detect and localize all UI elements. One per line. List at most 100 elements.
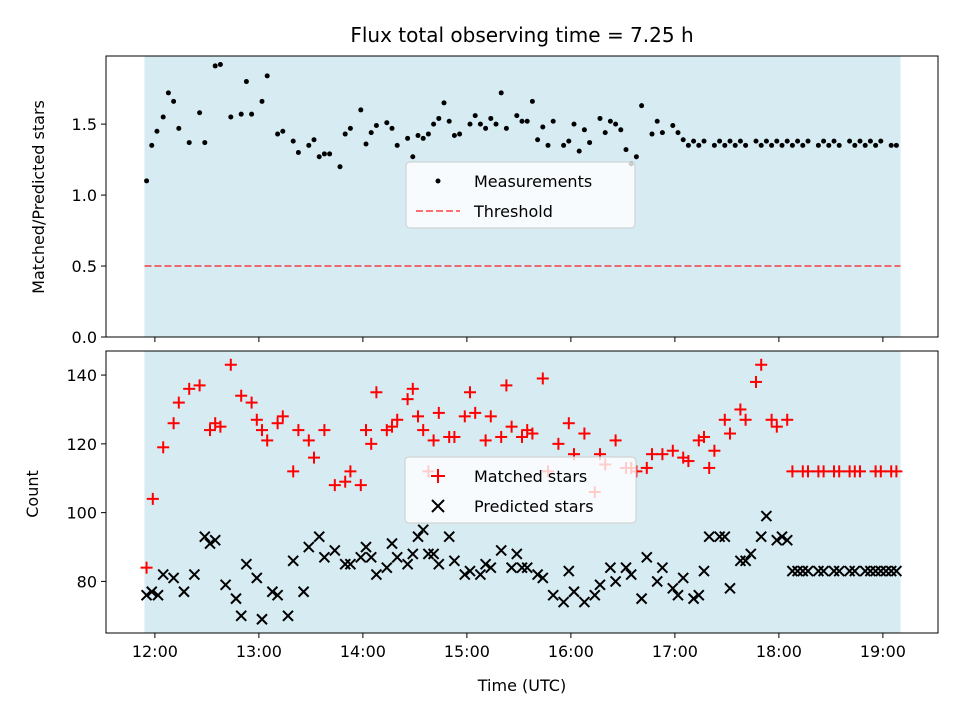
measurement-point [389, 125, 395, 131]
predicted-star-point [365, 551, 377, 564]
subplot-ratio-frame [105, 55, 939, 338]
measurement-point [306, 142, 312, 148]
predicted-star-point [745, 548, 757, 560]
measurement-point [670, 123, 676, 129]
matched-star-point [786, 465, 799, 478]
x-tick-label: 15:00 [444, 642, 490, 661]
measurement-point [753, 138, 759, 144]
predicted-star-point [724, 582, 736, 594]
predicted-star-point [890, 565, 903, 577]
matched-star-point [401, 393, 414, 406]
measurement-point [737, 138, 743, 144]
predicted-star-point [578, 596, 591, 608]
matched-star-point [204, 424, 216, 437]
matched-star-point [328, 479, 341, 492]
matched-star-point [157, 441, 170, 454]
legend-counts-box [404, 456, 637, 524]
measurement-point [717, 138, 723, 144]
predicted-star-point [755, 531, 767, 543]
matched-star-point [193, 379, 206, 392]
y-tick-label: 1.5 [72, 115, 97, 134]
predicted-star-point [864, 565, 877, 577]
matched-star-point [391, 413, 404, 426]
predicted-star-point [485, 561, 497, 574]
matched-star-point [890, 465, 903, 478]
measurement-point [867, 138, 873, 144]
x-tick-label: 17:00 [652, 642, 698, 661]
matched-star-point [412, 410, 424, 423]
measurement-point [217, 62, 223, 68]
predicted-star-point [880, 565, 892, 577]
legend-matched-marker [431, 469, 445, 483]
measurement-point [405, 135, 411, 141]
predicted-star-point [797, 565, 809, 577]
predicted-star-point [713, 531, 726, 543]
predicted-star-point [625, 568, 637, 581]
y-axis-label-counts: Count [23, 470, 42, 518]
predicted-star-point [537, 572, 549, 584]
measurement-point [410, 154, 416, 160]
measurement-point [358, 107, 364, 113]
measurement-point [503, 125, 509, 131]
predicted-star-point [199, 531, 211, 543]
measurement-point [618, 127, 624, 133]
measurement-point [847, 138, 853, 144]
measurement-point [524, 118, 530, 124]
legend-measurements-marker [435, 178, 441, 184]
measurement-point [441, 100, 447, 106]
measurement-point [711, 142, 717, 148]
predicted-star-point [495, 544, 507, 557]
legend-matched-label: Matched stars [474, 467, 587, 486]
predicted-star-point [479, 558, 492, 570]
measurement-point [321, 151, 327, 157]
matched-star-point [344, 465, 357, 478]
predicted-star-point [339, 558, 351, 570]
predicted-star-point [360, 541, 372, 553]
measurement-point [202, 140, 208, 146]
legend-predicted-marker [431, 499, 445, 513]
predicted-star-point [401, 558, 414, 570]
matched-star-point [578, 427, 591, 440]
matched-star-point [183, 382, 196, 395]
measurement-point [857, 138, 863, 144]
matched-star-point [406, 382, 419, 395]
predicted-star-point [719, 531, 731, 543]
predicted-star-point [251, 572, 263, 584]
x-tick-label: 18:00 [756, 642, 802, 661]
matched-star-point [666, 444, 679, 457]
matched-star-point [245, 396, 258, 409]
predicted-star-point [594, 579, 606, 591]
measurement-point [680, 137, 686, 143]
measurement-point [488, 115, 494, 121]
predicted-star-point [786, 565, 799, 577]
predicted-star-point [386, 537, 398, 550]
measurement-point [805, 138, 811, 144]
measurement-point [384, 120, 390, 126]
chart-title: Flux total observing time = 7.25 h [350, 23, 693, 47]
matched-star-point [464, 386, 476, 399]
predicted-star-point [687, 592, 700, 605]
predicted-star-point [635, 592, 648, 605]
matched-star-point [417, 424, 430, 437]
predicted-star-point [672, 589, 684, 601]
predicted-star-point [235, 610, 247, 622]
measurement-point [149, 142, 155, 148]
matched-star-point [146, 492, 159, 505]
predicted-star-point [604, 561, 617, 574]
matched-star-point [682, 455, 695, 468]
predicted-star-point [656, 561, 669, 574]
measurement-point [763, 138, 769, 144]
measurement-point [862, 142, 868, 148]
matched-star-point [765, 413, 778, 426]
legend-predicted-label: Predicted stars [474, 497, 594, 516]
measurement-point [249, 111, 255, 117]
predicted-star-point [188, 568, 201, 581]
predicted-star-point [734, 555, 747, 567]
matched-star-point [656, 448, 669, 461]
predicted-star-point [256, 613, 268, 625]
predicted-star-point [547, 589, 559, 601]
measurement-point [888, 142, 894, 148]
predicted-star-point [739, 555, 752, 567]
predicted-star-point [448, 555, 461, 567]
y-tick-label: 1.0 [72, 186, 97, 205]
